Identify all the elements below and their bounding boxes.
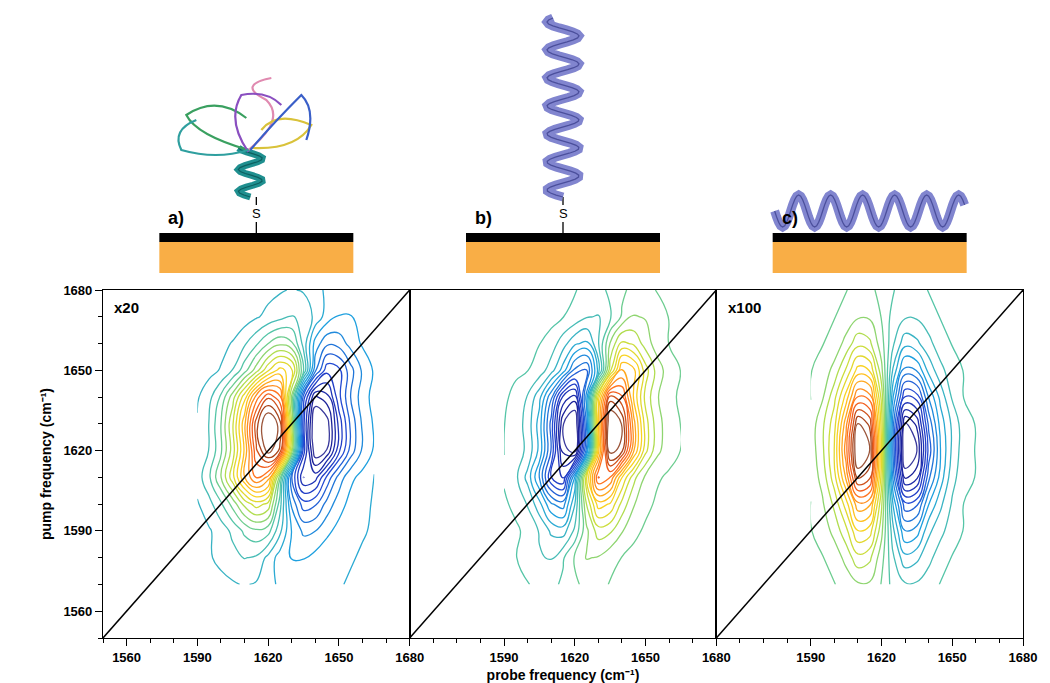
svg-text:1680: 1680: [395, 650, 424, 665]
svg-text:x20: x20: [114, 299, 139, 316]
svg-text:c): c): [782, 208, 798, 228]
svg-text:1680: 1680: [63, 283, 92, 298]
svg-text:1620: 1620: [63, 443, 92, 458]
svg-text:1560: 1560: [112, 650, 141, 665]
svg-text:1590: 1590: [183, 650, 212, 665]
svg-text:1620: 1620: [254, 650, 283, 665]
svg-text:1650: 1650: [938, 650, 967, 665]
svg-text:1620: 1620: [560, 650, 589, 665]
svg-text:1590: 1590: [796, 650, 825, 665]
svg-text:1650: 1650: [631, 650, 660, 665]
svg-text:1560: 1560: [63, 604, 92, 619]
svg-text:probe frequency (cm⁻¹): probe frequency (cm⁻¹): [487, 667, 640, 683]
svg-text:1620: 1620: [867, 650, 896, 665]
svg-text:S: S: [252, 206, 261, 221]
svg-text:1650: 1650: [63, 363, 92, 378]
svg-text:1680: 1680: [702, 650, 731, 665]
svg-text:S: S: [559, 206, 568, 221]
svg-text:pump frequency (cm⁻¹): pump frequency (cm⁻¹): [38, 388, 54, 540]
svg-text:1590: 1590: [490, 650, 519, 665]
svg-text:1650: 1650: [324, 650, 353, 665]
svg-text:1590: 1590: [63, 523, 92, 538]
svg-text:a): a): [168, 208, 184, 228]
svg-text:b): b): [475, 208, 492, 228]
svg-text:x100: x100: [728, 299, 761, 316]
svg-text:1680: 1680: [1009, 650, 1038, 665]
